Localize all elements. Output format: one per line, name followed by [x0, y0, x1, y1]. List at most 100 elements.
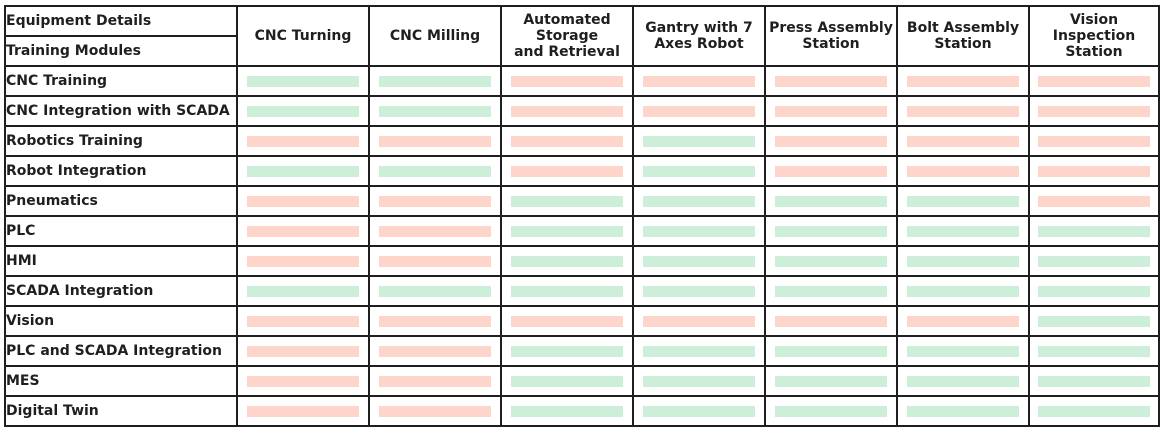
- matrix-cell: [1028, 185, 1160, 217]
- matrix-cell: [500, 335, 634, 367]
- matrix-cell: [632, 125, 766, 157]
- unsupported-bar: [379, 405, 491, 417]
- matrix-cell: [368, 155, 502, 187]
- supported-bar: [643, 255, 755, 267]
- supported-bar: [1038, 315, 1150, 327]
- matrix-cell: [632, 335, 766, 367]
- matrix-cell: [500, 155, 634, 187]
- matrix-cell: [368, 395, 502, 427]
- column-header: Gantry with 7 Axes Robot: [632, 5, 766, 67]
- unsupported-bar: [247, 135, 359, 147]
- matrix-cell: [1028, 305, 1160, 337]
- supported-bar: [775, 225, 887, 237]
- row-label: Digital Twin: [4, 395, 238, 427]
- table-row: MES: [4, 365, 1160, 397]
- matrix-cell: [500, 275, 634, 307]
- column-header: Vision Inspection Station: [1028, 5, 1160, 67]
- supported-bar: [775, 405, 887, 417]
- unsupported-bar: [247, 405, 359, 417]
- matrix-cell: [236, 305, 370, 337]
- matrix-cell: [764, 335, 898, 367]
- row-label: PLC and SCADA Integration: [4, 335, 238, 367]
- matrix-cell: [632, 245, 766, 277]
- supported-bar: [643, 345, 755, 357]
- matrix-cell: [1028, 395, 1160, 427]
- matrix-cell: [764, 215, 898, 247]
- supported-bar: [907, 405, 1019, 417]
- matrix-cell: [368, 335, 502, 367]
- matrix-cell: [500, 395, 634, 427]
- row-label: HMI: [4, 245, 238, 277]
- supported-bar: [907, 285, 1019, 297]
- matrix-cell: [368, 65, 502, 97]
- unsupported-bar: [907, 315, 1019, 327]
- matrix-cell: [368, 185, 502, 217]
- matrix-cell: [896, 155, 1030, 187]
- matrix-cell: [236, 155, 370, 187]
- unsupported-bar: [643, 75, 755, 87]
- matrix-cell: [1028, 95, 1160, 127]
- matrix-cell: [896, 365, 1030, 397]
- matrix-cell: [1028, 155, 1160, 187]
- row-label: Vision: [4, 305, 238, 337]
- matrix-cell: [632, 365, 766, 397]
- supported-bar: [907, 255, 1019, 267]
- unsupported-bar: [379, 225, 491, 237]
- matrix-cell: [236, 95, 370, 127]
- supported-bar: [379, 75, 491, 87]
- matrix-cell: [764, 185, 898, 217]
- unsupported-bar: [247, 345, 359, 357]
- supported-bar: [907, 345, 1019, 357]
- matrix-cell: [368, 365, 502, 397]
- supported-bar: [643, 165, 755, 177]
- supported-bar: [643, 375, 755, 387]
- supported-bar: [775, 285, 887, 297]
- matrix-cell: [368, 215, 502, 247]
- matrix-cell: [236, 365, 370, 397]
- row-label: CNC Integration with SCADA: [4, 95, 238, 127]
- corner-training-modules: Training Modules: [4, 35, 238, 67]
- matrix-cell: [1028, 275, 1160, 307]
- matrix-cell: [764, 125, 898, 157]
- matrix-cell: [896, 65, 1030, 97]
- supported-bar: [775, 375, 887, 387]
- supported-bar: [907, 375, 1019, 387]
- row-label: SCADA Integration: [4, 275, 238, 307]
- supported-bar: [511, 405, 623, 417]
- unsupported-bar: [775, 105, 887, 117]
- unsupported-bar: [247, 315, 359, 327]
- row-label: PLC: [4, 215, 238, 247]
- supported-bar: [247, 165, 359, 177]
- supported-bar: [247, 75, 359, 87]
- matrix-cell: [500, 125, 634, 157]
- matrix-cell: [632, 395, 766, 427]
- row-label: Pneumatics: [4, 185, 238, 217]
- supported-bar: [1038, 255, 1150, 267]
- supported-bar: [379, 105, 491, 117]
- matrix-cell: [896, 185, 1030, 217]
- supported-bar: [1038, 285, 1150, 297]
- matrix-cell: [236, 215, 370, 247]
- matrix-cell: [632, 185, 766, 217]
- unsupported-bar: [775, 165, 887, 177]
- supported-bar: [907, 195, 1019, 207]
- supported-bar: [379, 285, 491, 297]
- supported-bar: [643, 135, 755, 147]
- table-row: Pneumatics: [4, 185, 1160, 217]
- matrix-body: CNC Training CNC Integration with SCADA Ro…: [4, 65, 1160, 427]
- matrix-table: Equipment Details CNC Turning CNC Millin…: [4, 5, 1160, 427]
- matrix-cell: [368, 245, 502, 277]
- matrix-cell: [500, 305, 634, 337]
- unsupported-bar: [247, 225, 359, 237]
- matrix-cell: [896, 245, 1030, 277]
- supported-bar: [643, 285, 755, 297]
- matrix-cell: [500, 185, 634, 217]
- table-row: PLC and SCADA Integration: [4, 335, 1160, 367]
- matrix-cell: [236, 65, 370, 97]
- matrix-cell: [500, 65, 634, 97]
- matrix-cell: [764, 245, 898, 277]
- supported-bar: [247, 285, 359, 297]
- supported-bar: [643, 195, 755, 207]
- table-row: Digital Twin: [4, 395, 1160, 427]
- unsupported-bar: [511, 135, 623, 147]
